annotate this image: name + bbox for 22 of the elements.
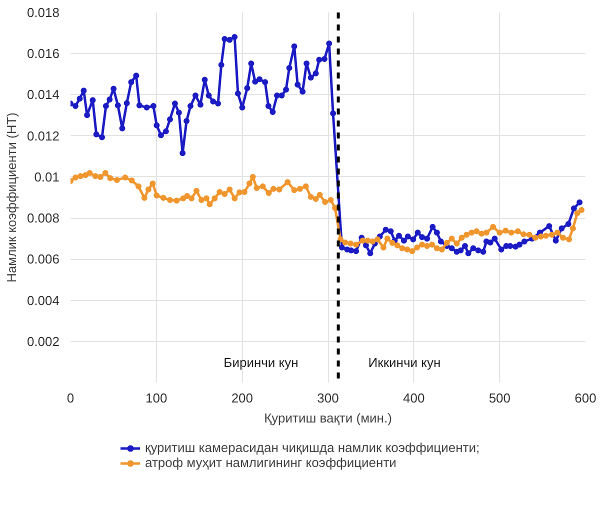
x-tick-label: 300 (317, 390, 339, 406)
y-tick-label: 0.002 (26, 334, 60, 349)
x-tick-label: 500 (488, 390, 511, 406)
x-tick-label: 400 (402, 390, 425, 406)
y-tick-label: 0.016 (26, 46, 60, 62)
annotation: Иккинчи кун (368, 355, 441, 370)
y-tick-label: 0.012 (26, 128, 60, 144)
legend-label: атроф муҳит намлигининг коэффициенти (145, 455, 396, 470)
y-tick-label: 0.004 (26, 292, 60, 308)
y-tick-label: 0.018 (26, 5, 60, 20)
x-tick-label: 100 (145, 390, 168, 406)
y-axis-title: Намлик коэффициенти (НТ) (4, 112, 19, 282)
x-tick-label: 600 (574, 390, 596, 406)
y-tick-label: 0.014 (26, 87, 60, 102)
x-tick-label: 200 (231, 390, 254, 406)
x-axis-title: Қуритиш вақти (мин.) (264, 410, 392, 426)
y-tick-label: 0.008 (26, 210, 60, 226)
y-tick-label: 0.01 (34, 169, 60, 184)
annotation: Биринчи кун (224, 355, 298, 370)
legend-label: қуритиш камерасидан чиқишда намлик коэффициенти; (145, 440, 480, 455)
x-tick-label: 0 (66, 390, 74, 406)
y-tick-label: 0.006 (26, 252, 60, 267)
